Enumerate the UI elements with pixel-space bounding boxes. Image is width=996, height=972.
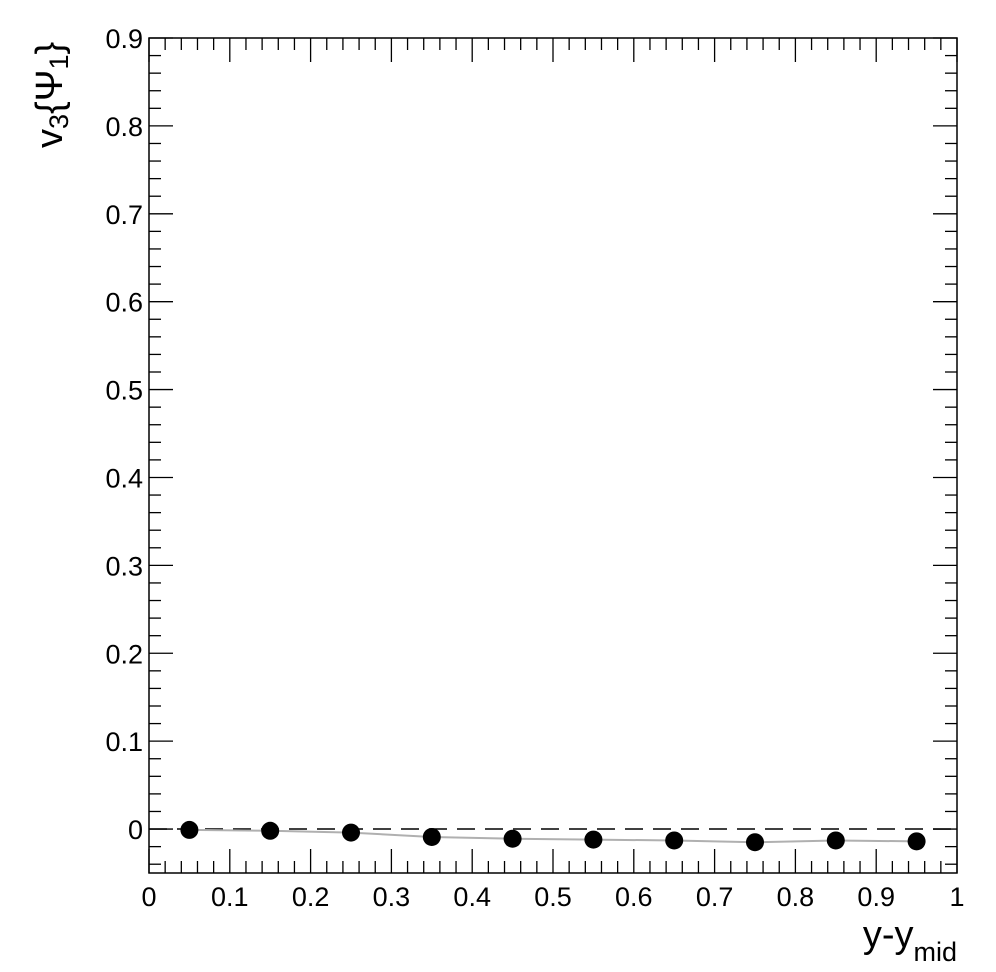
tick-marks [148,37,958,873]
y-axis-title-psi: Ψ [29,70,71,102]
y-axis-title-v: v [29,129,71,148]
y-tick-labels: 0 0.1 0.2 0.3 0.4 0.5 0.6 0.7 0.8 0.9 [105,24,143,845]
y-tick-label: 0.6 [105,288,143,318]
data-point [665,831,684,850]
data-point [907,832,926,851]
x-tick-label: 1 [949,882,964,912]
y-axis-title-brace-close: } [29,42,71,55]
data-point [422,827,441,846]
x-tick-label: 0.6 [615,882,653,912]
data-point [584,830,603,849]
x-tick-label: 0 [141,882,156,912]
x-tick-label: 0.5 [534,882,572,912]
x-tick-label: 0.1 [211,882,249,912]
data-point [746,833,764,852]
y-axis-title-sub1: 1 [44,54,74,69]
x-axis-title-main: y-y [863,914,914,956]
y-tick-label: 0.8 [105,112,143,142]
y-tick-label: 0.5 [105,376,143,406]
y-axis-title-sub3: 3 [44,114,74,129]
y-tick-label: 0.7 [105,200,143,230]
data-points [180,820,926,852]
y-tick-label: 0 [128,815,143,845]
data-point [342,823,360,842]
x-tick-label: 0.3 [373,882,411,912]
y-tick-label: 0.9 [105,24,143,54]
data-point [503,829,522,848]
y-tick-label: 0.3 [105,551,143,581]
band-line [189,828,917,844]
data-point [180,820,199,839]
y-axis-title: v3{Ψ1} [29,42,74,148]
y-tick-label: 0.4 [105,463,143,493]
x-axis-title-sub: mid [913,937,957,967]
x-tick-labels: 0 0.1 0.2 0.3 0.4 0.5 0.6 0.7 0.8 0.9 1 [141,882,964,912]
y-axis-title-brace-open: { [29,101,71,114]
x-tick-label: 0.4 [453,882,491,912]
data-point [826,831,845,850]
y-tick-label: 0.1 [105,727,143,757]
plot-frame [148,37,958,874]
x-axis-title: y-ymid [863,914,957,967]
x-tick-label: 0.2 [292,882,330,912]
data-point [261,821,280,840]
x-tick-label: 0.8 [777,882,815,912]
x-tick-label: 0.7 [696,882,734,912]
x-tick-label: 0.9 [857,882,895,912]
y-tick-label: 0.2 [105,639,143,669]
